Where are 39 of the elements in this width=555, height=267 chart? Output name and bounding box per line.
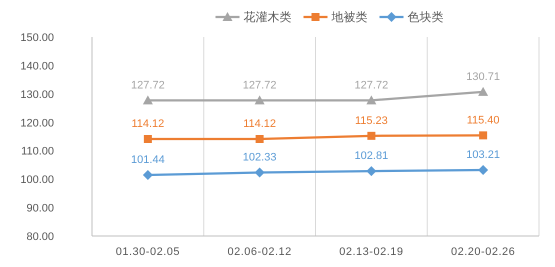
point — [478, 86, 488, 96]
point — [254, 168, 265, 178]
legend-label: 色块类 — [408, 10, 444, 24]
x-tick-label: 02.20-02.26 — [451, 246, 516, 258]
point — [366, 95, 376, 104]
y-tick-label: 90.00 — [26, 202, 54, 215]
data-label: 103.21 — [466, 149, 500, 162]
y-tick-label: 150.00 — [20, 32, 54, 44]
x-tick-label: 02.06-02.12 — [228, 246, 292, 258]
data-label: 130.71 — [466, 70, 500, 83]
point — [478, 165, 488, 176]
y-tick-label: 140.00 — [20, 60, 54, 72]
y-tick-label: 110.00 — [21, 146, 54, 158]
point — [144, 135, 152, 143]
data-label: 127.72 — [354, 79, 388, 92]
data-label: 102.33 — [242, 152, 276, 164]
data-label: 101.44 — [131, 154, 165, 166]
y-tick-label: 120.00 — [20, 117, 54, 130]
point — [254, 95, 265, 104]
y-tick-label: 80.00 — [26, 231, 54, 243]
data-label: 114.12 — [243, 118, 276, 130]
legend-label: 地被类 — [330, 10, 368, 24]
point — [142, 170, 153, 180]
y-tick-label: 100.00 — [20, 174, 54, 186]
x-tick-label: 01.30-02.05 — [116, 246, 180, 258]
data-label: 127.72 — [242, 79, 276, 92]
data-label: 115.40 — [466, 114, 500, 126]
x-tick-label: 02.13-02.19 — [339, 246, 404, 258]
y-tick-label: 130.00 — [20, 88, 54, 101]
data-label: 127.72 — [131, 79, 165, 92]
data-label: 115.23 — [354, 114, 388, 127]
legend-label: 花灌木类 — [244, 10, 292, 24]
point — [256, 135, 264, 143]
data-label: 114.12 — [131, 118, 164, 130]
point — [142, 95, 153, 104]
point — [366, 166, 376, 176]
point — [367, 132, 376, 140]
data-label: 102.81 — [354, 150, 388, 162]
point — [479, 131, 488, 140]
